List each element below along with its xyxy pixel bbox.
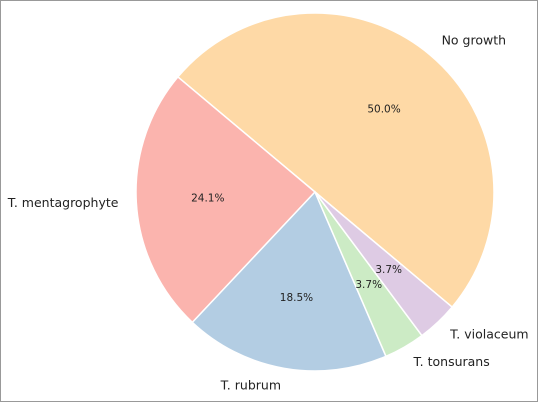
category-label: T. violaceum: [449, 327, 528, 342]
category-label: T. mentagrophyte: [7, 195, 119, 210]
value-label: 3.7%: [375, 264, 402, 276]
value-label: 3.7%: [355, 279, 382, 291]
value-label: 18.5%: [280, 292, 313, 304]
category-label: No growth: [442, 33, 506, 48]
pie-slice: [191, 190, 387, 372]
value-label: 50.0%: [367, 104, 400, 116]
pie-slice: [176, 12, 495, 309]
category-label: T. rubrum: [220, 377, 281, 392]
pie-slice: [135, 75, 317, 324]
value-label: 24.1%: [191, 192, 224, 204]
category-label: T. tonsurans: [413, 354, 490, 369]
pie-slice: [314, 191, 454, 337]
